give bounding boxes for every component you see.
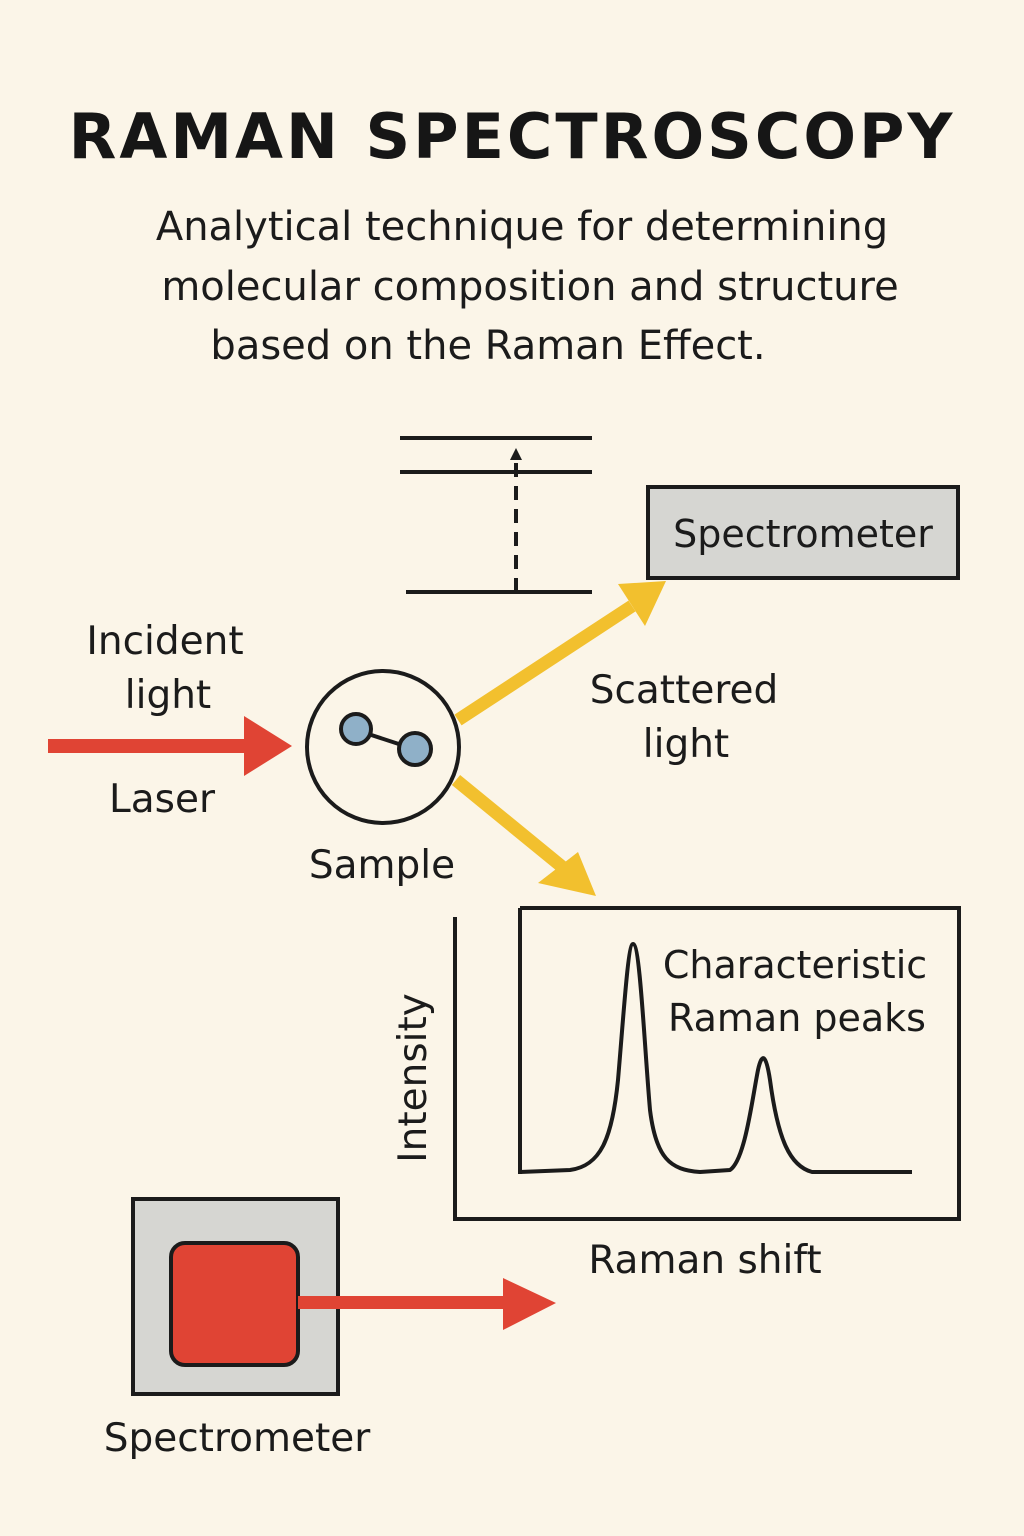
spectrometer-bottom-label: Spectrometer [104,1416,372,1461]
sample-label: Sample [309,843,455,888]
molecule-atom-right [397,731,433,767]
scattered-lower-shaft [451,774,571,876]
laser-arrow [48,716,292,776]
laser-label: Laser [109,777,216,822]
laser-source-icon [169,1241,300,1367]
scattered-light-label-1: Scattered [590,668,779,713]
subtitle-line-3: based on the Raman Effect. [210,323,765,369]
energy-level-diagram [400,436,592,594]
sample [305,669,461,825]
spectrometer-bottom: Spectrometer [104,1197,556,1461]
spectrometer-top-box: Spectrometer [646,485,960,580]
scattered-light-label-2: light [643,722,729,767]
intensity-axis-label: Intensity [391,993,436,1163]
peak-annotation-line-1: Characteristic [663,943,927,987]
output-arrow-shaft [298,1296,512,1309]
spectrum-curve [519,942,912,1174]
peak-annotation-line-2: Raman peaks [668,996,926,1040]
scattered-lower-head [538,852,596,896]
excitation-arrowhead [510,448,522,460]
scattered-upper-head [618,581,666,626]
spectrum-frame [453,906,961,1221]
scattered-arrow-upper [454,581,666,726]
output-arrow-head [503,1278,556,1330]
spectrometer-top-label: Spectrometer [673,512,933,556]
spectrometer-top-rect [646,485,960,580]
molecule-icon [339,712,433,767]
molecule-atom-left [339,712,373,746]
sample-circle [305,669,461,825]
subtitle-line-2: molecular composition and structure [161,264,898,310]
page-title: RAMAN SPECTROSCOPY [69,100,956,173]
raman-shift-axis-label: Raman shift [588,1238,821,1283]
subtitle-line-1: Analytical technique for determining [156,204,888,250]
incident-light-label-1: Incident [86,619,243,664]
laser-arrow-shaft [48,739,280,753]
laser-arrow-head [244,716,292,776]
raman-spectrum: Intensity Raman shift Characteristic Ram… [391,906,961,1283]
scattered-upper-shaft [454,600,636,726]
scattered-arrow-lower [451,774,596,896]
incident-light-label-2: light [125,673,211,718]
